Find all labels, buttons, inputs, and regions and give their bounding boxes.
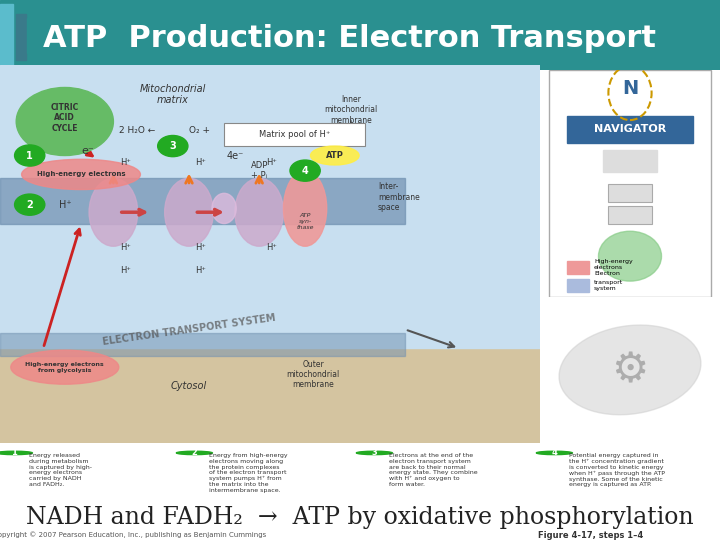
Text: ATP: ATP: [326, 151, 343, 160]
Text: ATP  Production: Electron Transport: ATP Production: Electron Transport: [43, 24, 656, 53]
Circle shape: [536, 451, 572, 455]
Text: 2: 2: [192, 448, 197, 457]
Text: H⁺: H⁺: [120, 243, 131, 252]
Bar: [0, 178, 405, 224]
Text: Outer
mitochondrial
membrane: Outer mitochondrial membrane: [287, 360, 340, 389]
Text: Copyright © 2007 Pearson Education, Inc., publishing as Benjamin Cummings: Copyright © 2007 Pearson Education, Inc.…: [0, 532, 266, 538]
FancyBboxPatch shape: [224, 123, 364, 146]
Circle shape: [14, 194, 45, 215]
Text: 1: 1: [12, 448, 17, 457]
Text: Mitochondrial
matrix: Mitochondrial matrix: [140, 84, 206, 105]
Text: 2: 2: [27, 200, 33, 210]
Text: Cytosol: Cytosol: [171, 381, 207, 391]
Text: Figure 4-17, steps 1–4: Figure 4-17, steps 1–4: [538, 531, 643, 539]
Bar: [608, 206, 652, 225]
Bar: [27, 17, 35, 52]
Text: ADP
+ Pᵢ: ADP + Pᵢ: [251, 161, 268, 180]
Text: Energy released
during metabolism
is captured by high-
energy electrons
carried : Energy released during metabolism is cap…: [29, 453, 92, 487]
Bar: [0, 333, 405, 356]
Circle shape: [0, 451, 32, 455]
Circle shape: [356, 451, 392, 455]
Text: High-energy electrons
from glycolysis: High-energy electrons from glycolysis: [25, 362, 104, 373]
Text: H⁺: H⁺: [266, 158, 276, 167]
Text: 4: 4: [552, 448, 557, 457]
Text: 1: 1: [27, 151, 33, 160]
Text: NADH and FADH₂  →  ATP by oxidative phosphorylation: NADH and FADH₂ → ATP by oxidative phosph…: [26, 506, 694, 529]
Circle shape: [176, 451, 212, 455]
Ellipse shape: [284, 171, 327, 246]
Bar: [567, 261, 589, 274]
Text: Inner
mitochondrial
membrane: Inner mitochondrial membrane: [325, 95, 377, 125]
Text: ELECTRON TRANSPORT SYSTEM: ELECTRON TRANSPORT SYSTEM: [102, 312, 276, 347]
Circle shape: [290, 160, 320, 181]
Ellipse shape: [165, 178, 213, 246]
Text: Energy from high-energy
electrons moving along
the protein complexes
of the elec: Energy from high-energy electrons moving…: [209, 453, 287, 493]
Ellipse shape: [212, 193, 236, 224]
Text: H⁺: H⁺: [196, 266, 207, 275]
Text: H⁺: H⁺: [196, 158, 207, 167]
Text: transport
system: transport system: [594, 280, 624, 291]
Text: High-energy
electrons
Electron: High-energy electrons Electron: [594, 259, 633, 276]
Text: N: N: [622, 79, 638, 98]
Text: H⁺: H⁺: [120, 158, 131, 167]
Text: e⁻: e⁻: [81, 146, 94, 156]
Ellipse shape: [235, 178, 284, 246]
Text: ⚙: ⚙: [611, 349, 649, 391]
Ellipse shape: [598, 231, 662, 281]
Text: 3: 3: [372, 448, 377, 457]
Text: H⁺: H⁺: [266, 243, 276, 252]
Bar: [567, 279, 589, 293]
Text: H⁺: H⁺: [196, 243, 207, 252]
Bar: [608, 184, 652, 202]
Text: 2 H₂O ←: 2 H₂O ←: [119, 126, 155, 135]
Text: CITRIC
ACID
CYCLE: CITRIC ACID CYCLE: [50, 103, 79, 133]
Bar: [567, 116, 693, 143]
Ellipse shape: [559, 325, 701, 415]
Circle shape: [158, 136, 188, 157]
Ellipse shape: [22, 159, 140, 190]
Ellipse shape: [310, 146, 359, 165]
Text: Matrix pool of H⁺: Matrix pool of H⁺: [258, 130, 330, 139]
Text: 3: 3: [169, 141, 176, 151]
Text: Electrons at the end of the
electron transport system
are back to their normal
e: Electrons at the end of the electron tra…: [389, 453, 477, 487]
Bar: [16, 14, 26, 60]
Text: H⁺: H⁺: [60, 200, 72, 211]
Bar: [603, 150, 657, 172]
Bar: [0, 3, 13, 66]
Text: High-energy electrons: High-energy electrons: [37, 171, 125, 178]
Ellipse shape: [16, 87, 114, 156]
Text: NAVIGATOR: NAVIGATOR: [594, 124, 666, 134]
Bar: [0, 348, 540, 443]
Text: ATP
syn-
thase: ATP syn- thase: [297, 213, 314, 230]
Circle shape: [14, 145, 45, 166]
Text: 4e⁻: 4e⁻: [227, 151, 244, 161]
Text: 4: 4: [302, 166, 308, 176]
Text: Potential energy captured in
the H⁺ concentration gradient
is converted to kinet: Potential energy captured in the H⁺ conc…: [569, 453, 665, 488]
Text: O₂ +: O₂ +: [189, 126, 210, 135]
Ellipse shape: [11, 350, 119, 384]
Ellipse shape: [89, 178, 138, 246]
Bar: [0, 65, 540, 348]
Text: Inter-
membrane
space: Inter- membrane space: [378, 182, 420, 212]
Text: H⁺: H⁺: [120, 266, 131, 275]
